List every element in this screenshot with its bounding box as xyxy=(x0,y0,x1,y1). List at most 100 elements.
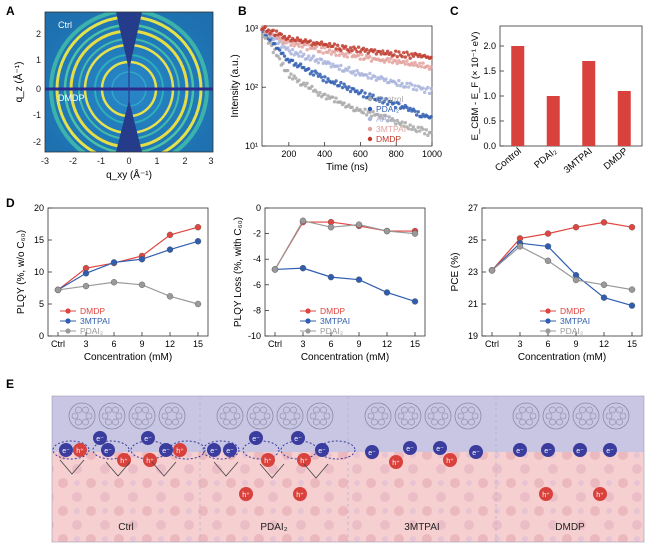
data-point xyxy=(364,47,369,52)
x-tick-label: 3 xyxy=(83,339,88,349)
y-tick-label: 10 xyxy=(34,267,44,277)
c60-ring xyxy=(431,418,438,426)
data-point xyxy=(392,101,396,105)
data-point xyxy=(414,88,419,92)
data-point xyxy=(387,59,391,64)
c60-shell xyxy=(512,402,540,430)
electron-label: e⁻ xyxy=(294,436,302,443)
c60-ring xyxy=(468,418,475,426)
c60-ring xyxy=(75,406,82,414)
hole-icon xyxy=(117,453,131,467)
c60-shell xyxy=(216,402,244,430)
data-point xyxy=(358,57,362,61)
data-point xyxy=(414,113,419,117)
c60-molecule xyxy=(158,402,186,430)
hole-label: h⁺ xyxy=(446,458,454,465)
y-tick-label: 19 xyxy=(468,331,478,341)
c60-ring xyxy=(549,406,556,414)
data-point xyxy=(363,107,367,111)
c60-ring xyxy=(526,406,533,414)
data-point xyxy=(488,267,496,274)
data-point xyxy=(402,50,406,55)
data-point xyxy=(369,76,374,81)
data-point xyxy=(316,93,321,97)
data-point xyxy=(279,32,284,37)
data-point xyxy=(324,97,329,101)
data-point xyxy=(345,55,350,59)
c60-ring xyxy=(545,412,553,420)
series-0 xyxy=(260,28,433,138)
c60-ring xyxy=(401,418,408,426)
c60-ring xyxy=(556,406,563,414)
plot-frame xyxy=(499,25,643,147)
exciton-ring xyxy=(318,440,356,460)
data-point xyxy=(335,43,340,48)
data-point xyxy=(286,68,290,73)
data-point xyxy=(276,54,280,58)
data-point xyxy=(194,300,202,308)
c60-ring xyxy=(263,412,271,420)
x-tick-label: 9 xyxy=(139,339,144,349)
c60-shell xyxy=(246,402,274,430)
data-point xyxy=(413,84,417,88)
data-point xyxy=(273,33,277,38)
trap-well xyxy=(213,461,239,477)
data-point xyxy=(572,276,580,284)
c60-ring xyxy=(461,406,468,414)
data-point xyxy=(405,81,409,86)
data-point xyxy=(395,118,399,123)
series-line xyxy=(274,221,415,270)
data-point xyxy=(323,75,327,79)
data-point xyxy=(268,31,272,36)
data-point xyxy=(348,46,353,50)
y-axis-label: Intensity (a.u.) xyxy=(230,54,241,117)
y-tick-label: 10³ xyxy=(245,23,258,33)
c60-ring xyxy=(233,412,241,420)
c60-ring xyxy=(556,418,563,426)
legend-label: DMDP xyxy=(80,306,105,316)
data-point xyxy=(334,96,338,100)
c60-ring xyxy=(609,406,616,414)
data-point xyxy=(421,86,425,90)
electron-label: e⁻ xyxy=(406,446,414,453)
electron-label: e⁻ xyxy=(516,448,524,455)
c60-ring xyxy=(253,418,260,426)
data-point xyxy=(419,64,424,69)
data-point xyxy=(429,130,433,135)
data-point xyxy=(342,101,346,105)
legend-label: PDAI₂ xyxy=(320,326,343,336)
data-point xyxy=(297,44,301,49)
data-point xyxy=(411,298,419,305)
data-point xyxy=(281,40,285,45)
series-line xyxy=(57,226,199,291)
panel-a: Ctrl DMDP -3 -2 -1 0 1 2 3 2 1 0 -1 -2 q… xyxy=(12,11,214,181)
data-point xyxy=(315,90,319,94)
data-point xyxy=(416,64,420,69)
data-point xyxy=(286,46,290,50)
c60-ring xyxy=(397,412,405,420)
exciton-ring xyxy=(168,440,206,460)
y-tick-label: 10² xyxy=(245,82,258,92)
data-point xyxy=(332,100,337,104)
data-point xyxy=(315,71,319,75)
electron-label: e⁻ xyxy=(104,448,112,455)
data-point xyxy=(326,77,330,81)
c60-shell xyxy=(68,402,96,430)
data-point xyxy=(82,282,90,290)
c60-ring xyxy=(115,412,123,420)
panel-letter-d: D xyxy=(6,196,15,210)
c60-molecule xyxy=(512,402,540,430)
data-point xyxy=(368,71,372,76)
x-tick-label: PDAI₂ xyxy=(532,146,559,171)
data-point xyxy=(600,219,608,226)
electron-icon xyxy=(141,431,155,445)
y-tick-label: 0 xyxy=(256,203,261,213)
series-3 xyxy=(260,25,433,71)
data-point xyxy=(332,42,337,46)
x-tick: 2 xyxy=(182,156,187,166)
electron-icon xyxy=(469,445,483,459)
c60-ring xyxy=(313,418,320,426)
c60-shell xyxy=(542,402,570,430)
hole-icon xyxy=(593,487,607,501)
panel-b-chart: 10¹ 10² 10³ 200 400 600 800 1000 Time (ns) Intens… xyxy=(230,23,442,173)
